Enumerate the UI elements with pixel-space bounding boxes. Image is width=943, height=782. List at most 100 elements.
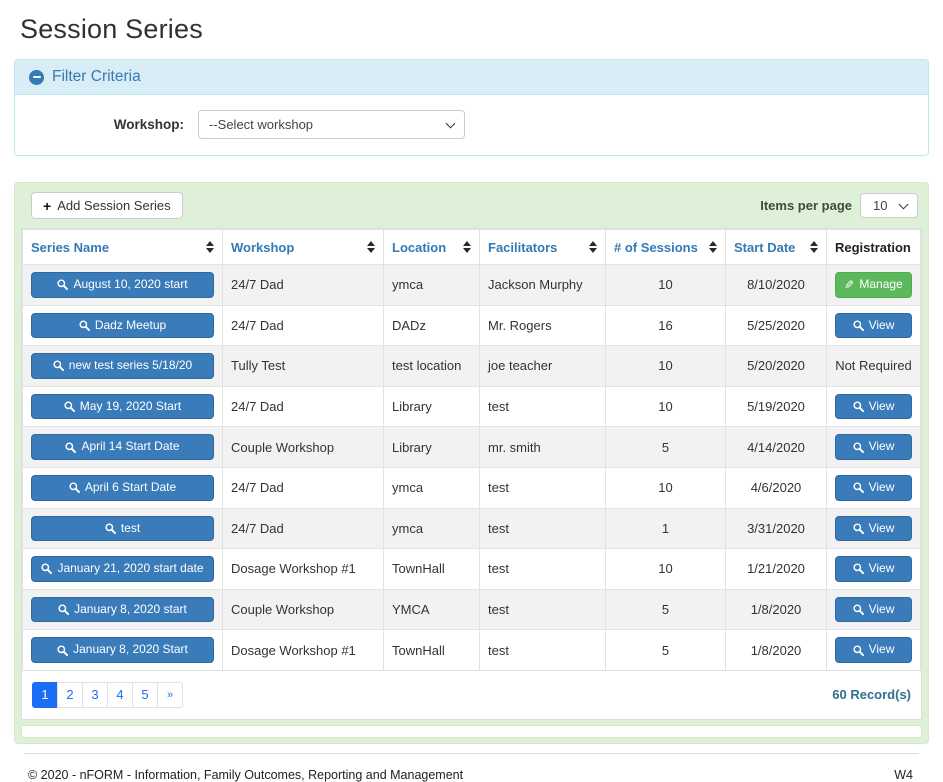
registration-button-label: View [868, 317, 895, 332]
registration-button-label: View [868, 439, 895, 454]
view-registration-button[interactable]: View [835, 312, 912, 339]
pagination-page-3[interactable]: 3 [82, 681, 108, 708]
table-row: Dadz Meetup 24/7 Dad DADz Mr. Rogers 16 5/25/… [22, 304, 921, 347]
registration-cell: View [826, 304, 921, 347]
location-cell: TownHall [383, 548, 480, 590]
start-date-cell: 1/8/2020 [725, 588, 827, 631]
column-header-workshop[interactable]: Workshop [222, 229, 384, 265]
facilitators-cell: Jackson Murphy [479, 264, 606, 306]
series-name-button[interactable]: Dadz Meetup [31, 312, 214, 339]
facilitators-cell: test [479, 507, 606, 550]
facilitators-cell: test [479, 466, 606, 509]
series-name-button[interactable]: January 8, 2020 start [31, 596, 214, 623]
view-registration-button[interactable]: View [835, 556, 912, 582]
series-name-label: Dadz Meetup [94, 317, 167, 332]
view-registration-button[interactable]: View [835, 637, 912, 663]
registration-cell: View [826, 588, 921, 631]
sessions-cell: 10 [605, 345, 726, 387]
column-header-start-date[interactable]: Start Date [725, 229, 827, 265]
workshop-cell: 24/7 Dad [222, 304, 384, 347]
pagination-page-5[interactable]: 5 [132, 681, 158, 708]
filter-criteria-toggle[interactable]: Filter Criteria [15, 60, 928, 95]
series-name-button[interactable]: January 8, 2020 Start [31, 637, 214, 663]
series-name-button[interactable]: April 6 Start Date [31, 474, 214, 501]
start-date-cell: 1/21/2020 [725, 548, 827, 590]
facilitators-cell: test [479, 385, 606, 428]
workshop-cell: Dosage Workshop #1 [222, 629, 384, 671]
start-date-cell: 5/20/2020 [725, 345, 827, 387]
view-registration-button[interactable]: View [835, 393, 912, 420]
workshop-select-wrap: --Select workshop [198, 110, 465, 139]
sessions-cell: 10 [605, 385, 726, 428]
site-footer: © 2020 - nFORM - Information, Family Out… [14, 754, 929, 782]
pagination-page-1[interactable]: 1 [32, 681, 58, 708]
registration-button-label: View [868, 642, 895, 657]
workshop-cell: 24/7 Dad [222, 385, 384, 428]
view-registration-button[interactable]: View [835, 596, 912, 623]
location-cell: Library [383, 385, 480, 428]
registration-button-label: Manage [859, 277, 903, 291]
sort-icon [810, 241, 818, 253]
search-icon [69, 482, 80, 494]
items-per-page-select[interactable]: 10 [860, 193, 918, 218]
facilitators-cell: test [479, 548, 606, 590]
start-date-cell: 4/6/2020 [725, 466, 827, 509]
registration-cell: View [826, 385, 921, 428]
table-row: new test series 5/18/20 Tully Test test lo… [22, 345, 921, 387]
sessions-cell: 5 [605, 426, 726, 468]
series-name-button[interactable]: April 14 Start Date [31, 434, 214, 460]
registration-button-label: View [868, 479, 895, 494]
view-registration-button[interactable]: View [835, 474, 912, 501]
table-body: August 10, 2020 start 24/7 Dad ymca Jackson… [22, 264, 921, 671]
location-cell: DADz [383, 304, 480, 347]
series-name-label: January 8, 2020 start [74, 601, 187, 616]
page-title: Session Series [20, 14, 203, 44]
pagination: 1 2 3 4 5» [32, 681, 183, 708]
table-row: April 6 Start Date 24/7 Dad ymca test 10 4/6/… [22, 466, 921, 509]
sessions-cell: 16 [605, 304, 726, 347]
sort-icon [463, 241, 471, 253]
pencil-icon: ✎ [844, 277, 855, 292]
location-cell: ymca [383, 264, 480, 306]
table-row: August 10, 2020 start 24/7 Dad ymca Jackson… [22, 264, 921, 306]
registration-cell: View [826, 426, 921, 468]
series-name-button[interactable]: test [31, 515, 214, 542]
footer-version: W4 [894, 767, 913, 782]
series-name-label: January 21, 2020 start date [57, 561, 204, 576]
sort-icon [709, 241, 717, 253]
pagination-next-button[interactable]: » [157, 681, 183, 708]
session-series-panel: + Add Session Series Items per page 10 S… [14, 182, 929, 744]
pagination-page-2[interactable]: 2 [57, 681, 83, 708]
filter-criteria-panel: Filter Criteria Workshop: --Select works… [14, 59, 929, 156]
facilitators-cell: test [479, 588, 606, 631]
sessions-cell: 5 [605, 588, 726, 631]
grid-toolbar: + Add Session Series Items per page 10 [21, 183, 922, 228]
add-session-series-button[interactable]: + Add Session Series [31, 192, 183, 219]
view-registration-button[interactable]: View [835, 434, 912, 460]
workshop-select[interactable]: --Select workshop [198, 110, 465, 139]
start-date-cell: 5/19/2020 [725, 385, 827, 428]
series-name-button[interactable]: May 19, 2020 Start [31, 393, 214, 420]
column-header-location[interactable]: Location [383, 229, 480, 265]
series-name-button[interactable]: new test series 5/18/20 [31, 353, 214, 379]
column-header-series-name[interactable]: Series Name [22, 229, 223, 265]
add-session-series-label: Add Session Series [57, 198, 171, 213]
column-header-of-sessions[interactable]: # of Sessions [605, 229, 726, 265]
search-icon [79, 320, 90, 331]
start-date-cell: 3/31/2020 [725, 507, 827, 550]
search-icon [853, 563, 864, 575]
view-registration-button[interactable]: View [835, 515, 912, 542]
column-header-facilitators[interactable]: Facilitators [479, 229, 606, 265]
sessions-cell: 10 [605, 264, 726, 306]
sessions-cell: 10 [605, 466, 726, 509]
session-series-table-card: Series Name Workshop Location Facilitators #… [21, 228, 922, 720]
search-icon [853, 645, 864, 656]
manage-registration-button[interactable]: ✎ Manage [835, 272, 912, 298]
facilitators-cell: test [479, 629, 606, 671]
pagination-page-4[interactable]: 4 [107, 681, 133, 708]
column-header-registration: Registration [826, 229, 921, 265]
series-name-button[interactable]: August 10, 2020 start [31, 272, 214, 298]
series-name-button[interactable]: January 21, 2020 start date [31, 556, 214, 582]
location-cell: Library [383, 426, 480, 468]
series-name-label: test [120, 520, 141, 535]
